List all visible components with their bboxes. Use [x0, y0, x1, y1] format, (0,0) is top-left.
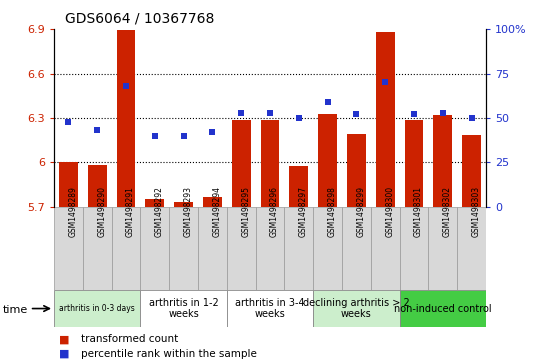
Text: GSM1498289: GSM1498289 [69, 185, 77, 237]
Bar [174, 203, 193, 207]
Bar [371, 207, 400, 290]
Bar [54, 207, 83, 290]
Bar [428, 207, 457, 290]
Text: GSM1498301: GSM1498301 [414, 185, 423, 237]
Bar [59, 162, 78, 207]
Bar [88, 166, 106, 207]
Bar [313, 207, 342, 290]
Text: ■: ■ [59, 334, 70, 344]
Text: GSM1498293: GSM1498293 [184, 185, 193, 237]
Text: non-induced control: non-induced control [394, 303, 491, 314]
Text: GSM1498292: GSM1498292 [155, 185, 164, 237]
Bar [376, 32, 395, 207]
Text: ■: ■ [59, 349, 70, 359]
Bar [112, 207, 140, 290]
Text: GSM1498294: GSM1498294 [212, 185, 221, 237]
Text: GSM1498299: GSM1498299 [356, 185, 366, 237]
Bar [255, 207, 285, 290]
Bar [462, 135, 481, 207]
Bar [313, 290, 400, 327]
Text: GSM1498302: GSM1498302 [443, 185, 452, 237]
Bar [145, 199, 164, 207]
Bar [404, 120, 423, 207]
Text: arthritis in 3-4
weeks: arthritis in 3-4 weeks [235, 298, 305, 319]
Text: GDS6064 / 10367768: GDS6064 / 10367768 [65, 11, 214, 25]
Text: GSM1498300: GSM1498300 [385, 185, 394, 237]
Bar [140, 207, 169, 290]
Bar [400, 207, 428, 290]
Bar [203, 197, 222, 207]
Text: arthritis in 0-3 days: arthritis in 0-3 days [59, 304, 135, 313]
Text: percentile rank within the sample: percentile rank within the sample [81, 349, 257, 359]
Text: GSM1498298: GSM1498298 [328, 185, 336, 237]
Bar [227, 207, 255, 290]
Text: transformed count: transformed count [81, 334, 178, 344]
Bar [285, 207, 313, 290]
Bar [169, 207, 198, 290]
Bar [318, 114, 337, 207]
Bar [54, 290, 140, 327]
Bar [342, 207, 371, 290]
Bar [232, 120, 251, 207]
Bar [289, 166, 308, 207]
Text: GSM1498303: GSM1498303 [471, 185, 481, 237]
Bar [457, 207, 486, 290]
Bar [198, 207, 227, 290]
Text: GSM1498291: GSM1498291 [126, 185, 135, 237]
Text: GSM1498290: GSM1498290 [97, 185, 106, 237]
Text: GSM1498297: GSM1498297 [299, 185, 308, 237]
Text: time: time [3, 305, 28, 315]
Bar [117, 30, 136, 207]
Text: GSM1498295: GSM1498295 [241, 185, 250, 237]
Bar [83, 207, 112, 290]
Text: declining arthritis > 2
weeks: declining arthritis > 2 weeks [303, 298, 410, 319]
Bar [227, 290, 313, 327]
Bar [434, 115, 452, 207]
Bar [347, 134, 366, 207]
Bar [140, 290, 227, 327]
Text: arthritis in 1-2
weeks: arthritis in 1-2 weeks [148, 298, 219, 319]
Bar [400, 290, 486, 327]
Bar [261, 120, 279, 207]
Text: GSM1498296: GSM1498296 [270, 185, 279, 237]
